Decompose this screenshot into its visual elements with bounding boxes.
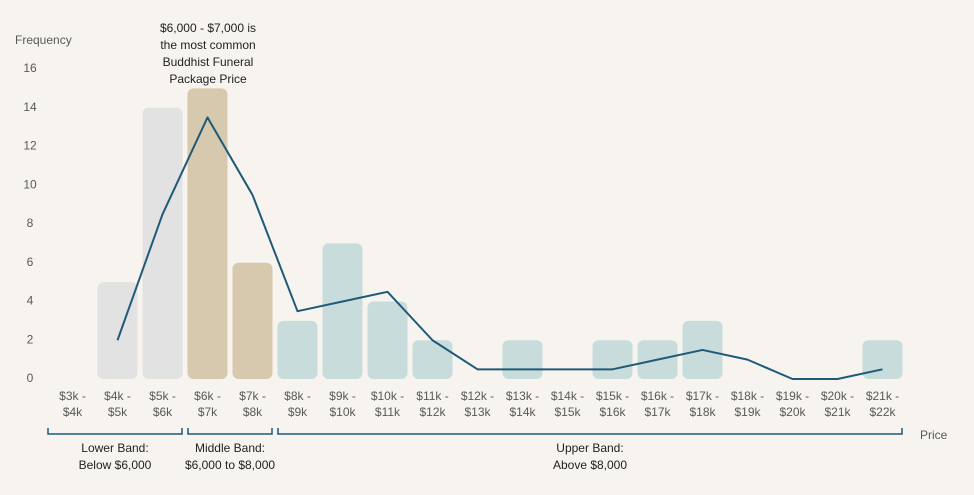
bar — [502, 340, 543, 379]
band-bracket — [277, 428, 903, 435]
x-tick-label: $18k - — [731, 389, 764, 403]
x-tick-label: $21k — [824, 405, 851, 419]
y-axis-label: Frequency — [15, 33, 72, 47]
x-tick-label: $8k — [243, 405, 263, 419]
x-tick-label: $5k - — [149, 389, 176, 403]
bar — [367, 301, 408, 379]
x-tick-label: $19k - — [776, 389, 809, 403]
annotation: Package Price — [169, 72, 247, 86]
bar — [97, 282, 138, 379]
x-tick-label: $7k - — [239, 389, 266, 403]
line — [116, 116, 883, 380]
x-axis-label: Price — [920, 428, 948, 442]
x-tick-label: $6k - — [194, 389, 221, 403]
bar — [862, 340, 903, 379]
x-tick-label: $14k — [509, 405, 536, 419]
x-tick-label: $12k — [419, 405, 446, 419]
band-label: Above $8,000 — [553, 458, 627, 472]
y-tick-label: 16 — [23, 61, 37, 75]
x-tick-label: $11k - — [416, 389, 448, 403]
x-tick-label: $21k - — [866, 389, 899, 403]
bar — [412, 340, 453, 379]
annotation: $6,000 - $7,000 is — [160, 21, 256, 35]
x-tick-label: $17k - — [686, 389, 719, 403]
y-tick-label: 0 — [27, 371, 34, 385]
band-label: Lower Band: — [81, 441, 148, 455]
x-tick-label: $15k - — [596, 389, 629, 403]
x-tick-label: $16k - — [641, 389, 674, 403]
band-label: Middle Band: — [195, 441, 265, 455]
y-tick-label: 2 — [27, 332, 34, 346]
bar — [277, 320, 318, 379]
x-tick-label: $11k — [375, 405, 401, 419]
x-tick-label: $4k — [63, 405, 83, 419]
x-tick-label: $18k — [689, 405, 716, 419]
x-tick-label: $7k — [198, 405, 218, 419]
y-tick-label: 14 — [23, 100, 37, 114]
y-tick-label: 8 — [27, 216, 34, 230]
x-tick-label: $10k - — [371, 389, 404, 403]
x-tick-label: $19k — [734, 405, 761, 419]
x-tick-label: $14k - — [551, 389, 584, 403]
bar — [592, 340, 633, 379]
bar — [187, 88, 228, 379]
x-tick-label: $3k - — [59, 389, 86, 403]
x-tick-label: $13k — [464, 405, 491, 419]
bar — [232, 262, 273, 379]
x-tick-label: $15k — [554, 405, 581, 419]
y-tick-label: 6 — [27, 255, 34, 269]
x-tick-label: $17k — [644, 405, 671, 419]
bar — [322, 243, 363, 379]
x-tick-label: $8k - — [284, 389, 311, 403]
band-label: Upper Band: — [556, 441, 623, 455]
y-tick-label: 10 — [23, 177, 37, 191]
x-tick-label: $13k - — [506, 389, 539, 403]
annotation: Buddhist Funeral — [163, 55, 254, 69]
x-tick-label: $22k — [869, 405, 896, 419]
y-tick-label: 12 — [23, 139, 37, 153]
x-tick-label: $12k - — [461, 389, 494, 403]
x-tick-label: $16k — [599, 405, 626, 419]
band-bracket — [187, 428, 273, 435]
band-label: $6,000 to $8,000 — [185, 458, 275, 472]
x-tick-label: $9k - — [329, 389, 356, 403]
x-tick-label: $9k — [288, 405, 308, 419]
band-label: Below $6,000 — [79, 458, 152, 472]
x-tick-label: $10k — [329, 405, 356, 419]
x-tick-label: $6k — [153, 405, 173, 419]
x-tick-label: $4k - — [104, 389, 131, 403]
x-tick-label: $20k - — [821, 389, 854, 403]
annotation: the most common — [160, 38, 255, 52]
band-bracket — [47, 428, 183, 435]
bar — [142, 107, 183, 379]
y-tick-label: 4 — [27, 294, 34, 308]
x-tick-label: $20k — [779, 405, 806, 419]
x-tick-label: $5k — [108, 405, 128, 419]
